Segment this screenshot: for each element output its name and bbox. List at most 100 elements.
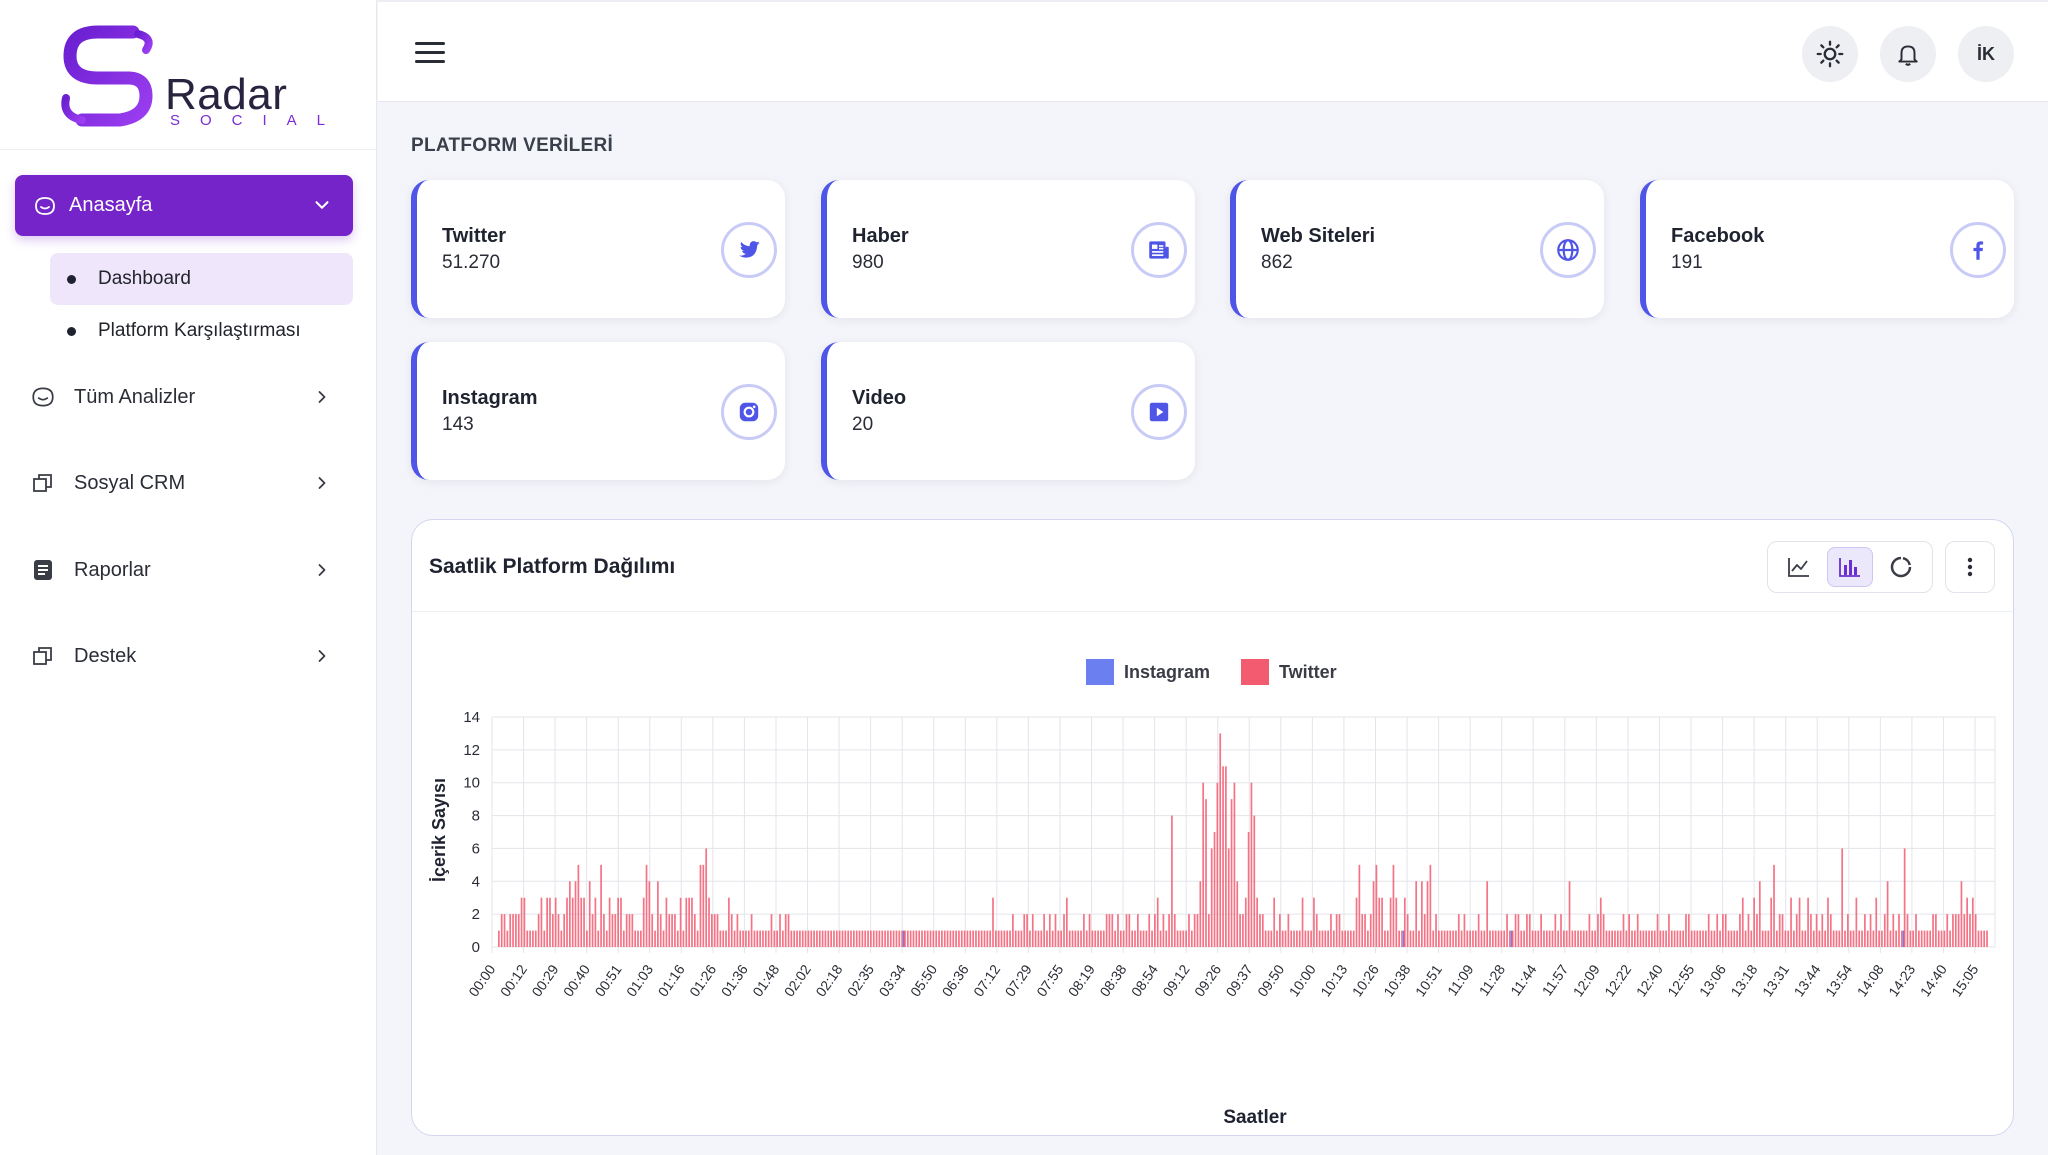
bar-twitter[interactable] bbox=[1046, 930, 1048, 947]
bar-twitter[interactable] bbox=[1250, 782, 1253, 947]
bar-twitter[interactable] bbox=[719, 930, 722, 947]
bar-twitter[interactable] bbox=[1631, 930, 1633, 947]
bar-twitter[interactable] bbox=[1261, 914, 1264, 947]
bar-twitter[interactable] bbox=[1389, 897, 1392, 947]
sidebar-subitem-platform-karsilastirmasi[interactable]: Platform Karşılaştırması bbox=[50, 305, 353, 357]
bar-twitter[interactable] bbox=[1969, 914, 1971, 947]
more-options-button[interactable] bbox=[1945, 541, 1995, 593]
bar-twitter[interactable] bbox=[574, 881, 577, 947]
bar-twitter[interactable] bbox=[1139, 930, 1142, 947]
bar-twitter[interactable] bbox=[782, 930, 784, 947]
bar-twitter[interactable] bbox=[986, 930, 989, 947]
logo[interactable]: Radar SOCIAL bbox=[0, 0, 376, 150]
bar-twitter[interactable] bbox=[1213, 832, 1216, 947]
bar-twitter[interactable] bbox=[1358, 864, 1361, 947]
bar-twitter[interactable] bbox=[1673, 930, 1676, 947]
bar-twitter[interactable] bbox=[1276, 930, 1278, 947]
bar-twitter[interactable] bbox=[867, 930, 869, 947]
bar-twitter[interactable] bbox=[1858, 930, 1861, 947]
bar-twitter[interactable] bbox=[818, 930, 821, 947]
bar-twitter[interactable] bbox=[1369, 914, 1372, 947]
bar-twitter[interactable] bbox=[1154, 914, 1156, 947]
bar-twitter[interactable] bbox=[1304, 930, 1307, 947]
bar-twitter[interactable] bbox=[1795, 914, 1798, 947]
bar-twitter[interactable] bbox=[989, 930, 992, 947]
bar-twitter[interactable] bbox=[1372, 881, 1375, 947]
bar-twitter[interactable] bbox=[1151, 930, 1153, 947]
bar-twitter[interactable] bbox=[537, 914, 540, 947]
bar-twitter[interactable] bbox=[1582, 930, 1585, 947]
bar-twitter[interactable] bbox=[1719, 930, 1721, 947]
bar-twitter[interactable] bbox=[1844, 930, 1846, 947]
bar-twitter[interactable] bbox=[1457, 914, 1460, 947]
bar-twitter[interactable] bbox=[1986, 930, 1988, 947]
bar-twitter[interactable] bbox=[1966, 897, 1968, 947]
bar-twitter[interactable] bbox=[813, 930, 815, 947]
bar-twitter[interactable] bbox=[904, 930, 906, 947]
bar-twitter[interactable] bbox=[1869, 914, 1872, 947]
bar-twitter[interactable] bbox=[1375, 864, 1378, 947]
bar-twitter[interactable] bbox=[1932, 914, 1934, 947]
bar-twitter[interactable] bbox=[909, 930, 912, 947]
bar-twitter[interactable] bbox=[1608, 930, 1611, 947]
bar-twitter[interactable] bbox=[634, 930, 637, 947]
bar-twitter[interactable] bbox=[1693, 930, 1696, 947]
bar-twitter[interactable] bbox=[594, 897, 597, 947]
bar-twitter[interactable] bbox=[847, 930, 850, 947]
bar-twitter[interactable] bbox=[1438, 930, 1440, 947]
bar-twitter[interactable] bbox=[591, 914, 594, 947]
bar-twitter[interactable] bbox=[858, 930, 861, 947]
bar-twitter[interactable] bbox=[1895, 930, 1897, 947]
bar-twitter[interactable] bbox=[1378, 897, 1381, 947]
bar-twitter[interactable] bbox=[1239, 914, 1241, 947]
bar-twitter[interactable] bbox=[844, 930, 847, 947]
bar-twitter[interactable] bbox=[1296, 930, 1298, 947]
bar-twitter[interactable] bbox=[816, 930, 818, 947]
bar-twitter[interactable] bbox=[745, 930, 747, 947]
bar-twitter[interactable] bbox=[671, 914, 673, 947]
bar-twitter[interactable] bbox=[1071, 930, 1074, 947]
bar-twitter[interactable] bbox=[1128, 914, 1131, 947]
bar-twitter[interactable] bbox=[1085, 930, 1088, 947]
bar-twitter[interactable] bbox=[1031, 914, 1034, 947]
bar-twitter[interactable] bbox=[801, 930, 804, 947]
bar-twitter[interactable] bbox=[551, 914, 554, 947]
bar-twitter[interactable] bbox=[1954, 914, 1957, 947]
bar-twitter[interactable] bbox=[1406, 914, 1409, 947]
bar-twitter[interactable] bbox=[1545, 930, 1548, 947]
bar-twitter[interactable] bbox=[1350, 930, 1352, 947]
bar-twitter[interactable] bbox=[1083, 914, 1085, 947]
bar-twitter[interactable] bbox=[1480, 930, 1483, 947]
bar-twitter[interactable] bbox=[1889, 930, 1892, 947]
bar-twitter[interactable] bbox=[1273, 897, 1276, 947]
bar-twitter[interactable] bbox=[977, 930, 980, 947]
bar-twitter[interactable] bbox=[1952, 914, 1954, 947]
bar-twitter[interactable] bbox=[1761, 930, 1764, 947]
bar-twitter[interactable] bbox=[651, 914, 654, 947]
bar-twitter[interactable] bbox=[762, 930, 764, 947]
bar-twitter[interactable] bbox=[1503, 930, 1506, 947]
bar-twitter[interactable] bbox=[509, 914, 512, 947]
bar-twitter[interactable] bbox=[773, 930, 776, 947]
bar-twitter[interactable] bbox=[1460, 930, 1463, 947]
bar-twitter[interactable] bbox=[975, 930, 977, 947]
bar-twitter[interactable] bbox=[1668, 914, 1670, 947]
bar-twitter[interactable] bbox=[1486, 881, 1489, 947]
bar-twitter[interactable] bbox=[1014, 930, 1017, 947]
bar-twitter[interactable] bbox=[1074, 930, 1077, 947]
user-avatar[interactable]: İK bbox=[1958, 26, 2014, 82]
bar-twitter[interactable] bbox=[875, 930, 878, 947]
bar-twitter[interactable] bbox=[1679, 930, 1682, 947]
bar-twitter[interactable] bbox=[705, 848, 708, 947]
bar-twitter[interactable] bbox=[739, 930, 742, 947]
bar-twitter[interactable] bbox=[853, 930, 855, 947]
platform-card-video[interactable]: Video 20 bbox=[821, 342, 1195, 480]
bar-twitter[interactable] bbox=[1117, 914, 1119, 947]
bar-twitter[interactable] bbox=[569, 881, 571, 947]
bar-twitter[interactable] bbox=[557, 914, 560, 947]
hamburger-menu-icon[interactable] bbox=[415, 42, 445, 64]
bar-twitter[interactable] bbox=[1912, 930, 1915, 947]
bar-twitter[interactable] bbox=[881, 930, 884, 947]
bar-twitter[interactable] bbox=[520, 897, 523, 947]
bar-twitter[interactable] bbox=[657, 881, 659, 947]
